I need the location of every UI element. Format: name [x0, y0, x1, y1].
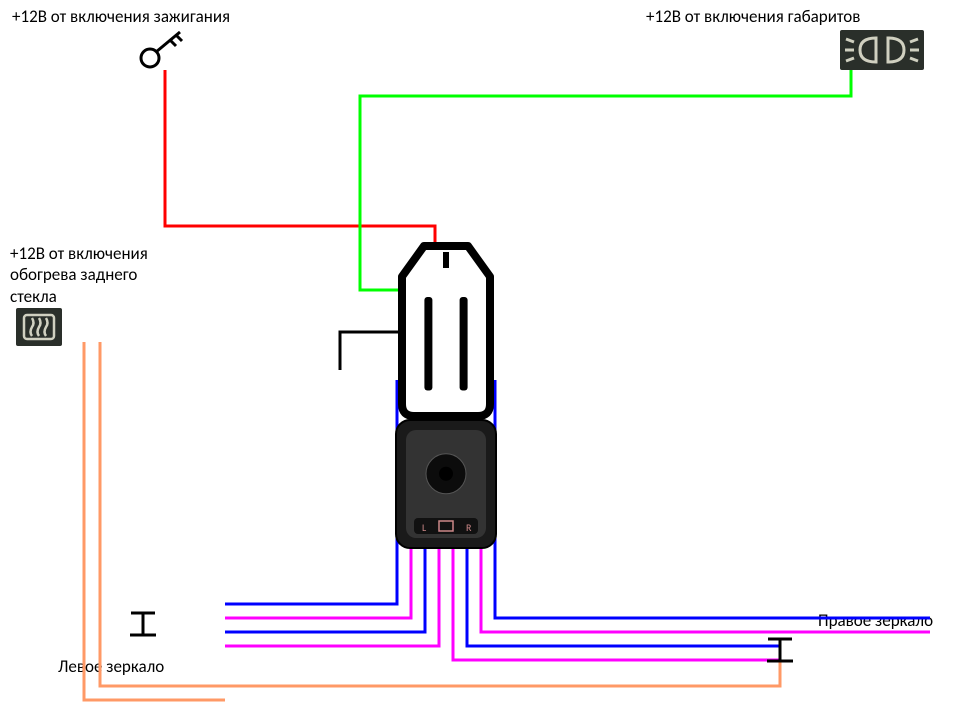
- parking-lights-icon: [840, 30, 924, 70]
- wiring-svg: LR: [0, 0, 960, 720]
- mirror-switch-icon: LR: [396, 420, 496, 548]
- rear-defrost-icon: [16, 308, 62, 346]
- key-icon: [141, 32, 182, 67]
- connector-icon: [402, 246, 490, 416]
- svg-text:R: R: [466, 521, 472, 534]
